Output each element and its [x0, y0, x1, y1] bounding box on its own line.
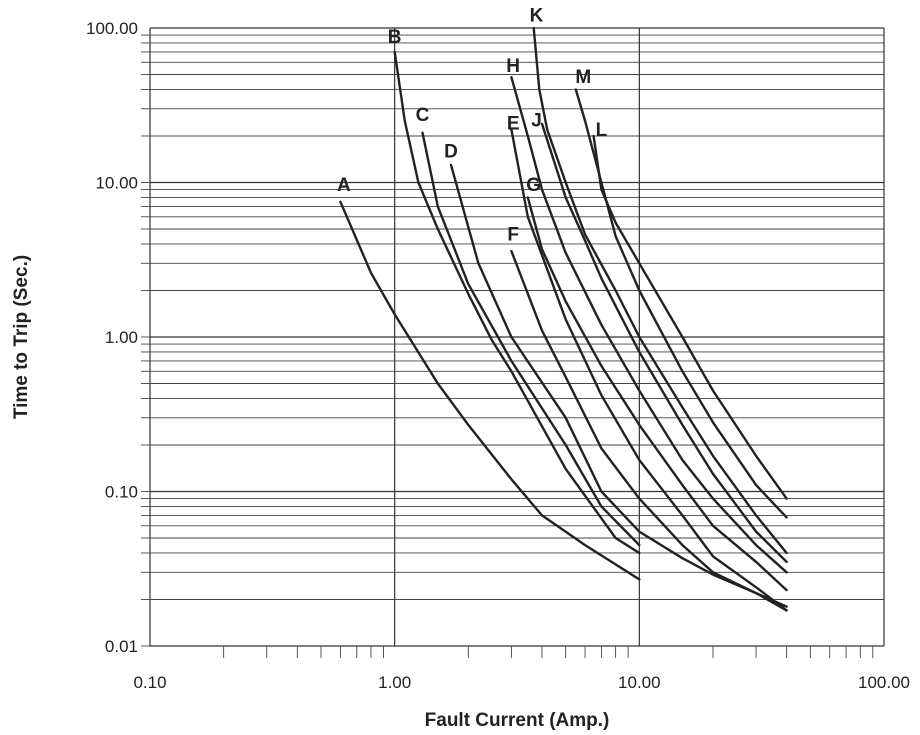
curve-label-h: H	[506, 56, 520, 77]
curve-a	[339, 200, 641, 581]
curve-k	[532, 26, 788, 555]
curve-label-e: E	[507, 114, 520, 135]
y-tick-label: 10.00	[95, 174, 138, 193]
y-tick-label: 1.00	[105, 328, 138, 347]
y-tick-label: 0.01	[105, 637, 138, 656]
curve-label-b: B	[388, 27, 402, 48]
curve-label-f: F	[507, 225, 519, 246]
curve-label-c: C	[416, 105, 430, 126]
curve-label-a: A	[337, 175, 351, 196]
curve-label-d: D	[444, 142, 458, 163]
y-tick-label: 100.00	[86, 19, 138, 38]
axis-ticks: 0.01 0.10 1.00 10.00 100.00 0.10 1.00 10.00 100.…	[86, 19, 910, 692]
curve-m	[574, 88, 788, 519]
y-axis-title: Time to Trip (Sec.)	[11, 255, 32, 419]
curve-label-g: G	[526, 175, 541, 196]
x-tick-label: 0.10	[133, 673, 166, 692]
curve-c	[421, 131, 641, 547]
curve-g	[526, 196, 788, 592]
curve-label-j: J	[531, 111, 542, 132]
curve-labels: A B CD E F G H J K L M	[337, 6, 608, 246]
curves	[339, 26, 788, 612]
y-tick-label: 0.10	[105, 483, 138, 502]
curve-b	[393, 50, 641, 555]
x-axis-title: Fault Current (Amp.)	[425, 710, 610, 731]
curve-f	[510, 249, 788, 612]
x-tick-label: 10.00	[618, 673, 661, 692]
curve-label-m: M	[575, 67, 591, 88]
x-tick-label: 1.00	[378, 673, 411, 692]
curve-e	[510, 128, 788, 612]
curve-h	[510, 75, 788, 574]
curve-label-k: K	[530, 6, 544, 27]
curve-j	[540, 122, 788, 564]
x-tick-label: 100.00	[858, 673, 910, 692]
curve-label-l: L	[596, 120, 608, 141]
